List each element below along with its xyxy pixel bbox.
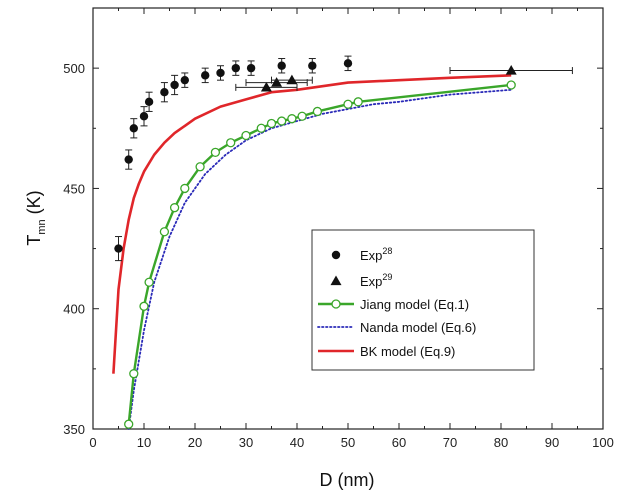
bk-curve <box>112 74 512 374</box>
y-axis-title-base: T <box>24 235 44 246</box>
x-tick-label: 40 <box>290 435 304 450</box>
legend-label: Jiang model (Eq.1) <box>360 297 469 312</box>
exp28-point <box>160 88 169 97</box>
series-line-markers <box>124 80 516 429</box>
jiang-point <box>287 114 297 124</box>
legend-label: BK model (Eq.9) <box>360 344 455 359</box>
axes: 0 10 20 30 40 50 60 70 80 90 100 350 400 450 500 <box>63 8 614 450</box>
series-points <box>235 65 573 92</box>
y-axis-title-suffix: (K) <box>24 190 44 219</box>
legend-label-text: Jiang model (Eq.1) <box>360 297 469 312</box>
exp28-point <box>201 71 210 80</box>
legend-marker-circle <box>331 250 341 260</box>
y-tick-label: 500 <box>63 61 85 76</box>
y-tick-label: 350 <box>63 422 85 437</box>
y-tick-label: 450 <box>63 181 85 196</box>
exp29-point <box>505 65 517 75</box>
legend-label: Exp28 <box>360 246 392 263</box>
x-tick-label: 100 <box>592 435 614 450</box>
x-tick-label: 0 <box>89 435 96 450</box>
legend-box <box>311 229 535 371</box>
legend-label-text: Exp <box>360 274 382 289</box>
exp28-point <box>139 112 149 121</box>
jiang-point <box>144 277 154 287</box>
series-points <box>114 55 353 262</box>
jiang-point <box>266 118 277 129</box>
y-axis-title: Tmn (K) <box>24 190 48 245</box>
legend-label: Nanda model (Eq.6) <box>360 320 476 335</box>
jiang-point <box>169 203 180 213</box>
exp28-point <box>308 61 317 70</box>
y-axis-title-sub: mn <box>36 219 48 234</box>
jiang-point <box>277 116 287 126</box>
y-tick-label: 400 <box>63 302 85 317</box>
jiang-point <box>129 369 139 379</box>
jiang-point <box>506 80 516 90</box>
x-tick-label: 10 <box>137 435 151 450</box>
exp29-point <box>260 81 272 92</box>
exp28-point <box>180 75 189 85</box>
exp29-point <box>286 74 298 85</box>
legend-marker-open-circle <box>331 299 341 309</box>
x-axis-title: D (nm) <box>320 470 375 490</box>
jiang-point <box>241 130 251 141</box>
jiang-point <box>124 419 134 429</box>
jiang-point <box>226 138 236 148</box>
exp28-point <box>343 59 353 68</box>
jiang-point <box>210 147 221 157</box>
exp28-point <box>277 61 286 70</box>
legend-label-superscript: 29 <box>382 272 392 282</box>
legend-label-text: BK model (Eq.9) <box>360 344 455 359</box>
series-layer <box>112 55 573 430</box>
jiang-point <box>195 162 205 172</box>
exp28-point <box>129 124 138 133</box>
legend-label-text: Nanda model (Eq.6) <box>360 320 476 335</box>
jiang-point <box>139 301 149 311</box>
jiang-point <box>312 106 323 117</box>
x-tick-label: 50 <box>341 435 355 450</box>
exp28-point <box>231 63 240 73</box>
series-dotted-line <box>127 88 513 430</box>
legend-label: Exp29 <box>360 272 392 289</box>
x-tick-label: 80 <box>494 435 508 450</box>
x-tick-label: 20 <box>188 435 202 450</box>
nanda-curve <box>127 88 513 430</box>
jiang-point <box>256 123 266 133</box>
legend-label-text: Exp <box>360 248 382 263</box>
x-tick-label: 30 <box>239 435 253 450</box>
exp28-point <box>216 68 225 78</box>
series-line <box>112 74 512 374</box>
jiang-point <box>180 183 190 194</box>
jiang-point <box>297 111 307 121</box>
exp28-point <box>246 63 256 73</box>
x-tick-label: 70 <box>443 435 457 450</box>
exp28-point <box>114 244 123 253</box>
exp28-point <box>170 80 179 90</box>
x-tick-label: 90 <box>545 435 559 450</box>
jiang-point <box>353 97 363 107</box>
x-tick-label: 60 <box>392 435 406 450</box>
jiang-point <box>159 227 170 237</box>
exp28-point <box>144 97 154 107</box>
legend-label-superscript: 28 <box>382 246 392 256</box>
legend-marker-triangle <box>330 275 342 286</box>
exp29-point <box>271 77 283 87</box>
jiang-point <box>343 99 353 109</box>
exp28-point <box>124 155 133 164</box>
